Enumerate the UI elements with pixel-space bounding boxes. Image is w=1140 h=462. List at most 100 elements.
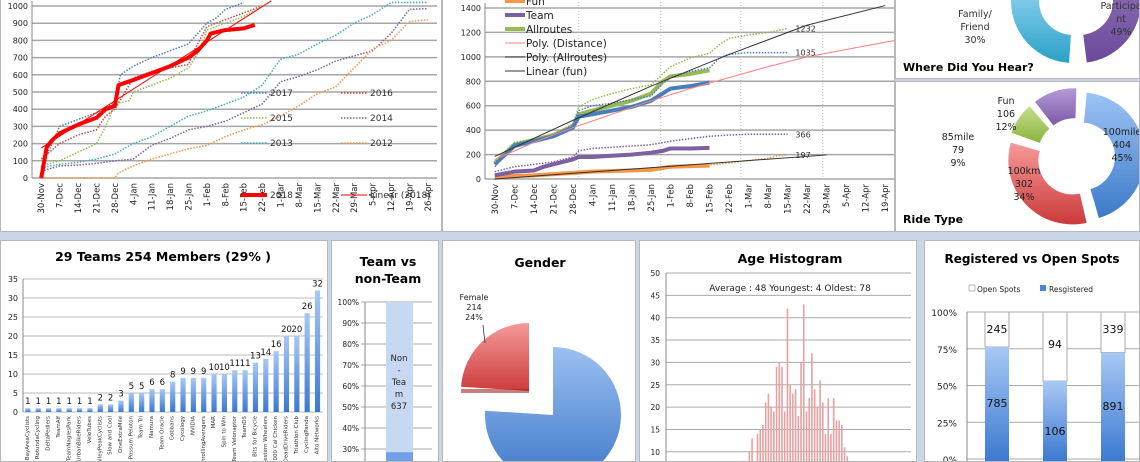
segment-label: m: [395, 390, 403, 400]
pie-slice-100mile: [1084, 92, 1139, 218]
bar-value-label: 9: [180, 367, 185, 377]
teams-panel: 29 Teams 254 Members (29% ) 0 5 10 15 20 25 30 3…: [0, 240, 328, 462]
legend-label: Allroutes: [526, 24, 572, 36]
bar-value-label: 1: [46, 397, 51, 407]
series-line-prev-team: [494, 133, 788, 173]
y-tick-label: 25: [8, 313, 18, 322]
segment-label: Non: [391, 354, 408, 364]
bar-value-label: 2: [108, 393, 113, 403]
bar-value-label: 1: [87, 397, 92, 407]
histogram-bar: [789, 384, 791, 461]
slice-label: 49%: [1110, 27, 1131, 38]
x-tick-label: 1-Mar: [277, 182, 287, 207]
bar: [263, 358, 269, 412]
y-tick-label: 1400: [461, 4, 481, 13]
bar-segment-open: [984, 311, 1010, 348]
slice-label: Female: [460, 293, 489, 302]
x-tick-label: 5-Apr: [369, 183, 379, 206]
x-tick-label: Team Velonaptor: [232, 415, 238, 462]
legend-label: Poly. (Allroutes): [526, 52, 607, 64]
x-tick-label: 1-Feb: [203, 183, 213, 207]
slice-label: 12%: [995, 122, 1016, 133]
pie-slice-male: [485, 347, 621, 461]
route-registrations-chart: 0 200 400 600 800 1000 1200 1400 30-Nov 7-Dec 14-D…: [461, 0, 894, 215]
bar-value-label: 1: [67, 397, 72, 407]
histogram-bar: [767, 393, 770, 461]
series-line-team: [494, 145, 710, 178]
x-tick-label: 14-Dec: [530, 184, 540, 215]
bar-value-label: 16: [271, 340, 282, 350]
histogram-bar: [770, 407, 772, 461]
x-tick-label: 28-Dec: [569, 184, 579, 215]
y-tick-label: 30%: [342, 445, 359, 454]
legend-label: 2018: [270, 191, 293, 201]
x-tick-label: DeltaPedlers: [46, 416, 52, 451]
y-tick-label: 100: [13, 157, 28, 166]
x-tick-label: TeamDS: [242, 415, 248, 439]
y-tick-label: 30: [8, 294, 18, 303]
x-tick-label: 28-Dec: [111, 183, 121, 214]
y-tick-label: 70%: [342, 361, 359, 370]
x-tick-label: 29-Mar: [823, 183, 833, 213]
bar-value-label: 10: [219, 363, 230, 373]
y-tick-label: 30: [650, 358, 660, 367]
x-tick-label: 7-Dec: [510, 184, 520, 209]
legend-label: Team: [525, 10, 554, 22]
pie-slice-female-edge: [461, 389, 529, 393]
bar-value-label: 10: [209, 363, 220, 373]
x-tick-label: 21-Dec: [549, 184, 559, 215]
bar-value-label: 6: [160, 378, 165, 388]
histogram-bar: [773, 411, 775, 461]
bar-value-label: 1: [25, 397, 30, 407]
series-line-prev-allroutes: [494, 27, 788, 163]
yearly-registrations-panel: 0 100 200 300 400 500 600 700 800 900 1000 30-Nov 7-…: [0, 0, 442, 232]
bar: [45, 408, 52, 412]
x-tick-label: Slow and Cool: [108, 416, 114, 455]
x-tick-label: DeadDriveRiders: [284, 416, 290, 462]
y-tick-label: 90%: [342, 319, 359, 328]
series-line-prev-fun: [494, 154, 788, 180]
series-line-poly-allroutes-: [494, 5, 886, 157]
bar-value-label: 1: [56, 397, 61, 407]
bar: [314, 290, 321, 412]
x-tick-label: 7-Dec: [56, 183, 66, 208]
age-histogram-chart: Age Histogram 10 15 20 25 30 35 40 45 50 Average :…: [650, 251, 911, 461]
x-tick-label: 12-Apr: [862, 183, 872, 212]
x-tick-label: 30-Nov: [37, 183, 47, 213]
y-tick-label: 10: [8, 370, 18, 379]
y-tick-label: 700: [13, 54, 28, 63]
legend-label: 2017: [270, 89, 293, 99]
series-line-2017: [40, 1, 244, 168]
registered-value-label: 106: [1045, 425, 1066, 438]
y-tick-label: 60%: [342, 382, 359, 391]
x-tick-label: 11-Jan: [608, 184, 618, 211]
bar-segment-non-team: [386, 302, 413, 453]
segment-label: 637: [391, 402, 407, 412]
open-value-label: 94: [1048, 338, 1062, 351]
x-tick-label: RotundaCycling: [35, 416, 41, 459]
legend-label: Open Spots: [977, 285, 1020, 294]
pie-slice-family-friend: [1011, 0, 1071, 63]
slice-label: Participa: [1100, 1, 1140, 12]
x-tick-label: 21-Dec: [92, 183, 102, 214]
bar-segment-registered: [1101, 352, 1125, 461]
chart-title: Where Did You Hear?: [903, 61, 1034, 74]
bar: [128, 393, 134, 412]
chart-title: Ride Type: [903, 213, 963, 226]
registered-value-label: 785: [987, 397, 1008, 410]
y-tick-label: 25: [650, 381, 660, 390]
chart-title: 29 Teams 254 Members (29% ): [55, 249, 271, 264]
where-did-you-hear-chart: Family/Friend 30% Participa nt 49% Where Did …: [903, 0, 1140, 74]
x-tick-label: 1-Feb: [666, 184, 676, 208]
route-registrations-panel: 0 200 400 600 800 1000 1200 1400 30-Nov 7-Dec 14-D…: [442, 0, 895, 232]
pie-slice-100km: [1008, 142, 1087, 225]
team-vs-nonteam-panel: Team vs non-Team 30% 40% 50% 60% 70% 80% 90% 100%…: [331, 240, 439, 462]
histogram-bar: [819, 380, 821, 461]
x-tick-label: 4-Jan: [588, 184, 598, 206]
x-tick-label: 5-Apr: [842, 184, 852, 207]
histogram-bar: [846, 456, 849, 461]
y-tick-label: 100%: [338, 298, 359, 307]
y-tick-label: 50%: [342, 403, 359, 412]
legend-swatch-open: [968, 284, 976, 292]
